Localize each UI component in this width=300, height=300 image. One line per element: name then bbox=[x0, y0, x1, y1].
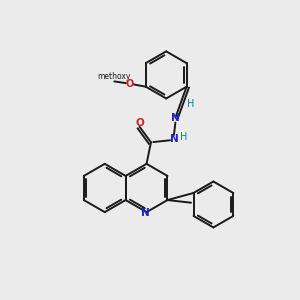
Text: O: O bbox=[135, 118, 144, 128]
Text: N: N bbox=[171, 112, 180, 123]
Text: N: N bbox=[169, 134, 178, 144]
Text: O: O bbox=[125, 79, 134, 89]
Text: H: H bbox=[180, 132, 187, 142]
Text: H: H bbox=[187, 99, 194, 109]
Text: methoxy: methoxy bbox=[97, 72, 130, 81]
Text: N: N bbox=[141, 208, 150, 218]
